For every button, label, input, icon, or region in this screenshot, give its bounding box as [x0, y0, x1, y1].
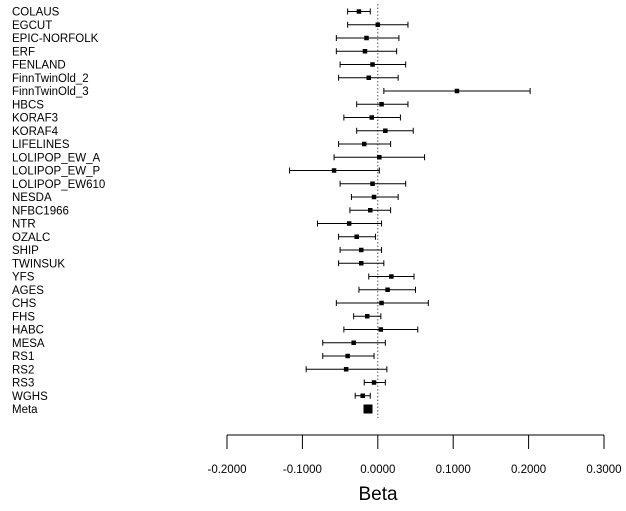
x-tick-label: 0.2000 [511, 464, 546, 476]
estimate-point [362, 49, 368, 54]
study-label: ERF [12, 46, 35, 58]
x-axis-title: Beta [358, 484, 398, 505]
study-label: FinnTwinOld_2 [12, 73, 89, 85]
study-label: FENLAND [12, 60, 66, 72]
study-label: TWINSUK [12, 258, 65, 270]
study-label: SHIP [12, 245, 39, 257]
estimate-point [368, 208, 373, 213]
confidence-interval-group [289, 8, 531, 414]
study-label: LOLIPOP_EW_P [12, 166, 101, 178]
estimate-point [383, 128, 388, 133]
study-label: RS3 [12, 378, 34, 390]
study-label: MESA [12, 338, 45, 350]
estimate-point [371, 194, 377, 200]
estimate-point [379, 300, 384, 306]
study-label: WGHS [12, 391, 48, 403]
estimate-point [351, 340, 356, 345]
study-label: COLAUS [12, 7, 60, 19]
study-label: KORAF4 [12, 126, 59, 138]
study-label: EGCUT [12, 20, 52, 32]
estimate-point [364, 314, 370, 319]
study-label: OZALC [12, 232, 50, 244]
study-label: LIFELINES [12, 139, 70, 151]
x-tick-label: 0.1000 [436, 464, 471, 476]
study-label: EPIC-NORFOLK [12, 33, 99, 45]
study-label: RS2 [12, 364, 34, 376]
study-label: RS1 [12, 351, 34, 363]
x-axis: -0.2000 -0.1000 0.0000 0.1000 0.2000 0.3000 [207, 434, 622, 476]
estimate-point [369, 115, 375, 120]
estimate-point [331, 168, 337, 173]
estimate-point [343, 367, 349, 372]
study-label: KORAF3 [12, 113, 58, 125]
study-label: YFS [12, 272, 35, 284]
estimate-point [346, 221, 352, 226]
estimate-point [345, 353, 350, 359]
estimate-point [364, 35, 369, 41]
x-tick-label: 0.0000 [360, 464, 395, 476]
estimate-point [385, 287, 390, 292]
meta-estimate-point [363, 404, 373, 414]
estimate-point [378, 327, 384, 332]
x-tick-label: 0.3000 [586, 464, 621, 476]
x-tick-label: -0.2000 [207, 464, 246, 476]
estimate-point [379, 102, 384, 107]
x-tick-label: -0.1000 [283, 464, 322, 476]
estimate-point [454, 88, 460, 94]
estimate-point [358, 261, 364, 266]
study-label: FHS [12, 311, 35, 323]
estimate-point [371, 380, 377, 385]
estimate-point [354, 234, 359, 239]
study-label: AGES [12, 285, 44, 297]
study-labels-group: COLAUSEGCUTEPIC-NORFOLKERFFENLANDFinnTwi… [12, 7, 105, 417]
estimate-point [370, 181, 375, 186]
estimate-point [377, 155, 382, 160]
study-label: LOLIPOP_EW_A [12, 152, 101, 164]
study-label: HBCS [12, 99, 44, 111]
study-label: FinnTwinOld_3 [12, 86, 89, 98]
estimate-point [375, 22, 381, 27]
study-label: Meta [12, 404, 38, 416]
estimate-point [370, 62, 375, 67]
estimate-point [356, 9, 362, 14]
estimate-point [358, 247, 364, 253]
estimate-point [366, 75, 372, 80]
study-label: NESDA [12, 192, 52, 204]
study-label: CHS [12, 298, 37, 310]
study-label: LOLIPOP_EW610 [12, 179, 105, 191]
study-label: NTR [12, 219, 36, 231]
estimate-point [360, 393, 365, 398]
estimate-point [389, 274, 394, 279]
estimate-point [361, 141, 367, 147]
study-label: NFBC1966 [12, 205, 69, 217]
study-label: HABC [12, 325, 44, 337]
